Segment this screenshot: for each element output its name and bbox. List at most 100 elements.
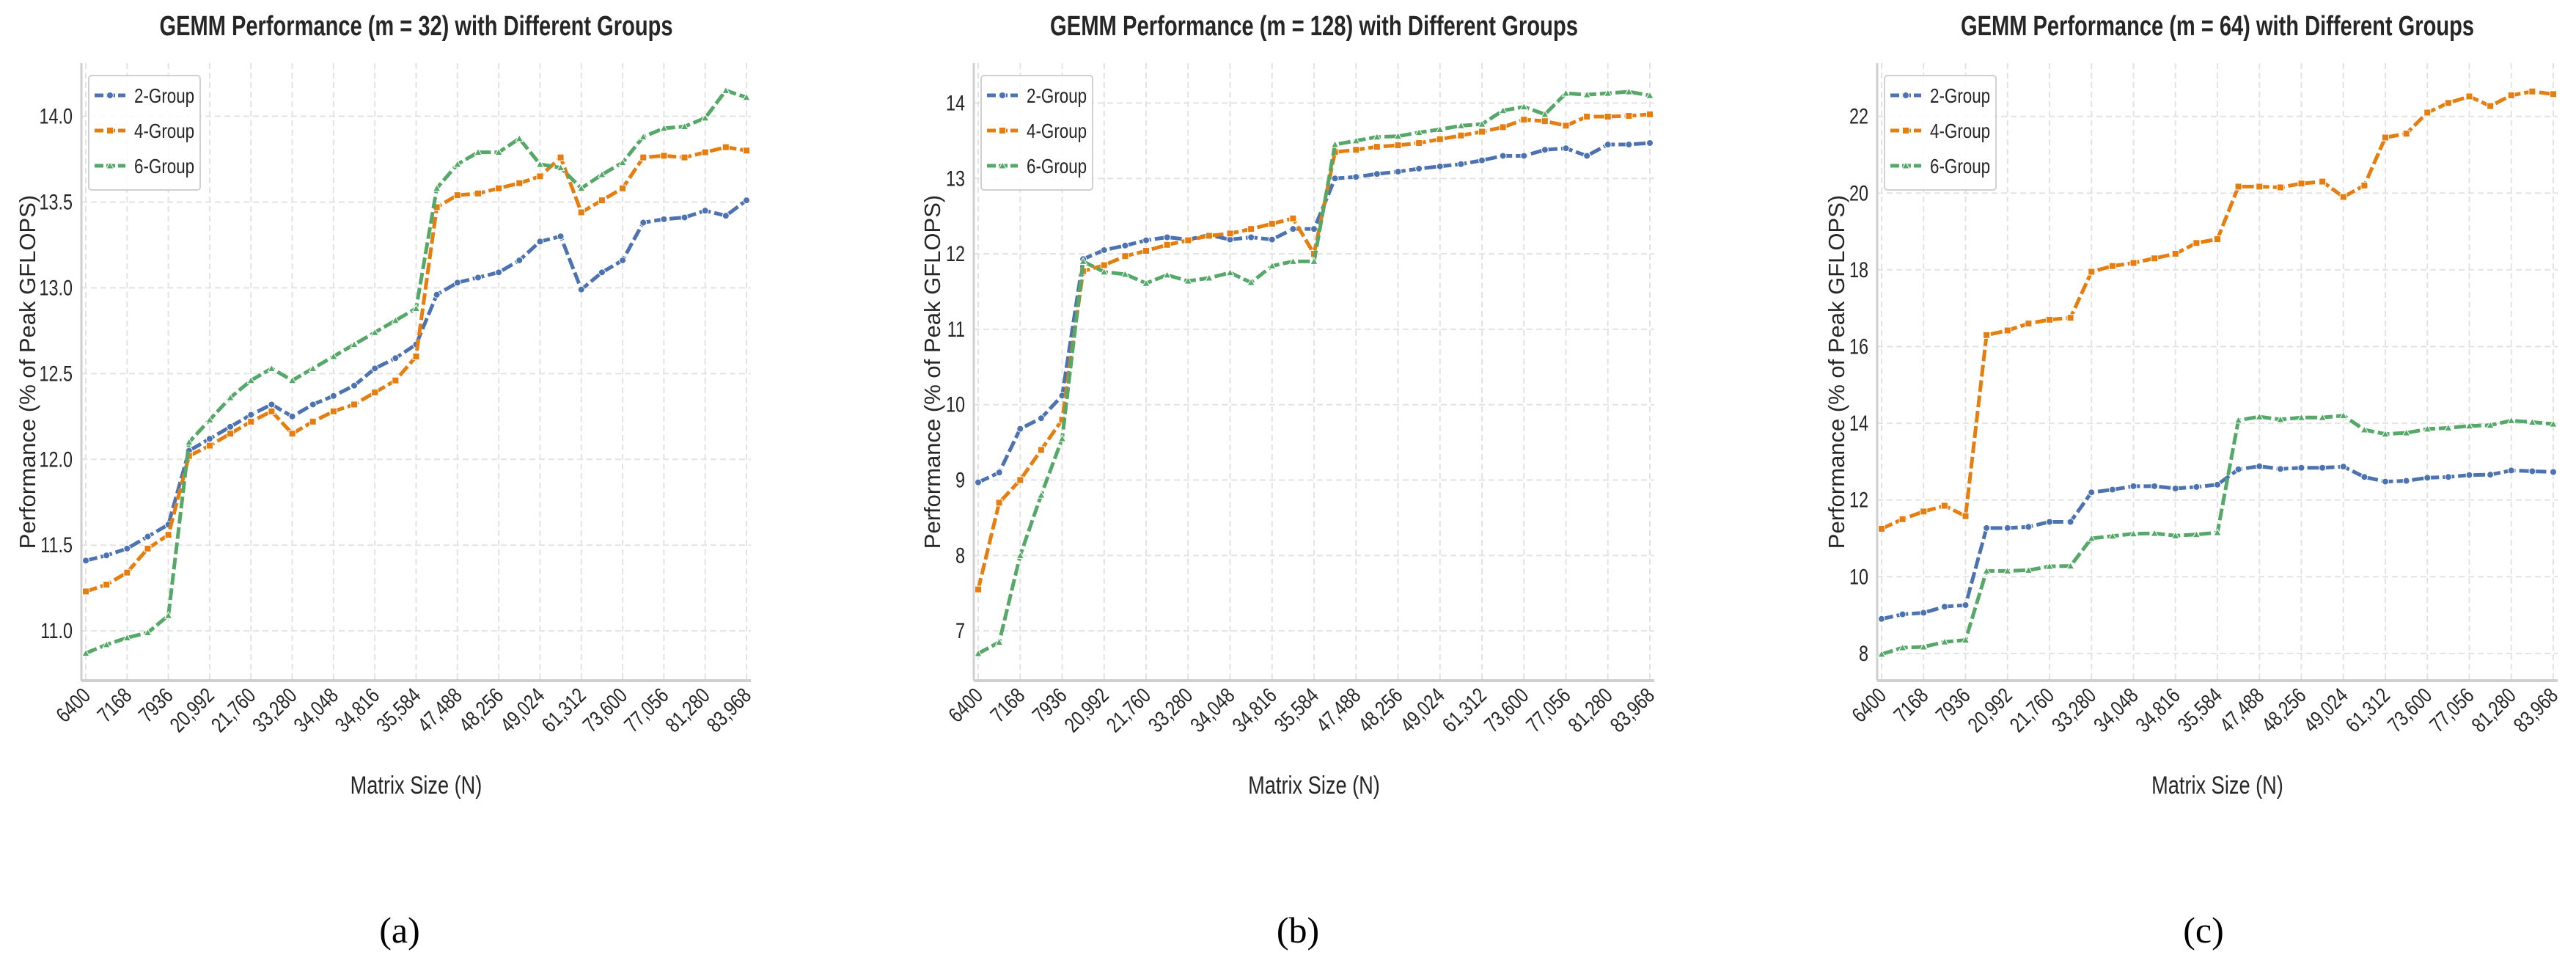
x-tick-label: 34,816 bbox=[330, 683, 384, 737]
data-point bbox=[309, 417, 317, 425]
data-point bbox=[2487, 102, 2495, 110]
data-point bbox=[994, 637, 1004, 646]
data-point bbox=[2046, 315, 2053, 323]
data-point bbox=[205, 415, 214, 423]
data-point bbox=[123, 544, 131, 552]
data-point bbox=[81, 648, 90, 657]
data-point bbox=[1561, 89, 1571, 97]
data-point bbox=[205, 435, 213, 443]
chart-title: GEMM Performance (m = 128) with Differen… bbox=[1050, 11, 1578, 42]
data-point bbox=[2256, 183, 2264, 191]
data-point bbox=[2381, 429, 2390, 438]
data-point bbox=[184, 437, 194, 446]
data-point bbox=[1142, 236, 1150, 244]
data-point bbox=[2423, 424, 2432, 433]
data-point bbox=[1898, 643, 1907, 651]
data-point bbox=[2255, 412, 2264, 420]
x-tick-label: 34,816 bbox=[1228, 683, 1282, 737]
data-point bbox=[1393, 131, 1403, 140]
data-point bbox=[267, 364, 276, 372]
data-point bbox=[2003, 566, 2012, 574]
data-point bbox=[995, 469, 1003, 477]
data-point bbox=[742, 92, 751, 101]
data-point bbox=[351, 400, 359, 409]
data-point bbox=[1604, 141, 1612, 149]
data-point bbox=[2214, 235, 2221, 244]
data-point bbox=[1478, 156, 1486, 164]
data-point bbox=[1562, 144, 1570, 153]
data-point bbox=[309, 400, 317, 409]
data-point bbox=[2423, 474, 2432, 482]
data-point bbox=[1520, 152, 1528, 160]
data-point bbox=[474, 147, 482, 156]
y-tick-label: 13.5 bbox=[39, 190, 73, 214]
y-tick-label: 10 bbox=[946, 392, 965, 417]
data-point bbox=[1205, 232, 1213, 240]
data-point bbox=[144, 533, 152, 541]
x-axis-label: Matrix Size (N) bbox=[1248, 771, 1380, 799]
x-tick-label: 20,992 bbox=[1060, 683, 1114, 737]
data-point bbox=[453, 279, 461, 287]
data-point bbox=[2171, 484, 2179, 492]
data-point bbox=[2256, 462, 2264, 470]
data-point bbox=[308, 364, 318, 372]
data-point bbox=[577, 285, 585, 293]
data-point bbox=[2192, 483, 2201, 491]
x-tick-label: 47,488 bbox=[2214, 683, 2269, 737]
data-point bbox=[2360, 425, 2369, 433]
data-point bbox=[2129, 529, 2138, 538]
data-point bbox=[1310, 225, 1318, 233]
data-point bbox=[2318, 413, 2327, 421]
data-point bbox=[227, 430, 235, 438]
data-point bbox=[1268, 235, 1276, 244]
legend: 2-Group 4-Group 6-Group bbox=[1884, 75, 1997, 191]
data-point bbox=[2129, 259, 2138, 267]
data-point bbox=[2528, 417, 2537, 426]
data-point bbox=[246, 376, 256, 384]
legend-marker bbox=[998, 161, 1007, 169]
data-point bbox=[1625, 111, 1633, 120]
data-point bbox=[247, 411, 255, 419]
y-tick-label: 7 bbox=[955, 618, 965, 643]
data-point bbox=[2234, 415, 2243, 424]
x-tick-label: 49,024 bbox=[1395, 683, 1450, 737]
data-point bbox=[2088, 268, 2096, 276]
data-point bbox=[2507, 91, 2515, 99]
data-point bbox=[453, 191, 461, 200]
legend-label: 4-Group bbox=[1930, 120, 1990, 143]
data-point bbox=[123, 568, 131, 577]
data-point bbox=[329, 407, 337, 415]
data-point bbox=[2129, 482, 2138, 490]
data-point bbox=[2045, 562, 2054, 570]
legend-marker bbox=[106, 127, 114, 134]
x-tick-label: 73,600 bbox=[578, 683, 632, 737]
data-point bbox=[2025, 523, 2033, 531]
y-tick-label: 11.0 bbox=[40, 618, 73, 643]
data-point bbox=[619, 256, 627, 264]
data-point bbox=[1289, 225, 1297, 233]
data-point bbox=[1478, 120, 1486, 128]
data-point bbox=[639, 132, 648, 141]
data-point bbox=[2214, 480, 2221, 489]
data-point bbox=[1162, 270, 1172, 279]
data-point bbox=[1121, 252, 1129, 260]
y-tick-label: 14.0 bbox=[39, 104, 73, 128]
data-point bbox=[1268, 219, 1276, 227]
data-point bbox=[247, 417, 255, 425]
y-axis-label: Performance (% of Peak GFLOPS) bbox=[920, 195, 945, 549]
subcaption: (b) bbox=[1277, 910, 1319, 951]
data-point bbox=[495, 268, 503, 277]
data-point bbox=[2382, 477, 2389, 486]
data-point bbox=[1940, 502, 1948, 510]
data-point bbox=[2297, 413, 2306, 421]
legend-marker bbox=[1902, 127, 1909, 134]
data-point bbox=[392, 376, 400, 384]
data-point bbox=[370, 328, 380, 336]
y-tick-label: 12.5 bbox=[39, 362, 73, 386]
data-point bbox=[1478, 128, 1486, 136]
data-point bbox=[975, 478, 982, 486]
x-tick-label: 7168 bbox=[1889, 683, 1933, 727]
data-point bbox=[1624, 87, 1634, 95]
data-point bbox=[2066, 561, 2075, 570]
